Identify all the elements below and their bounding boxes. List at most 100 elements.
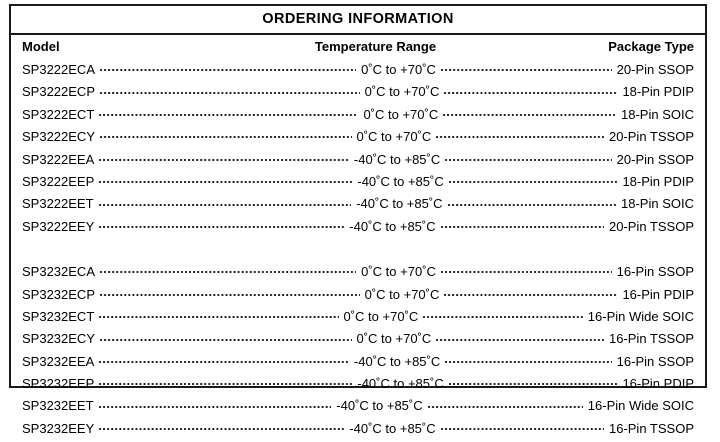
cell-temperature-range: 0˚C to +70˚C	[361, 264, 436, 280]
cell-temperature-range: -40˚C to +85˚C	[353, 151, 441, 167]
cell-temperature-range: -40˚C to +85˚C	[353, 353, 441, 369]
cell-model: SP3222EET	[22, 196, 94, 212]
cell-temperature-range: 0˚C to +70˚C	[364, 286, 440, 302]
cell-temperature-range: 0˚C to +70˚C	[356, 331, 432, 347]
cell-temperature-range: -40˚C to +85˚C	[357, 173, 444, 189]
cell-package-type: 18-Pin PDIP	[622, 84, 694, 100]
cell-package-type: 16-Pin SSOP	[616, 353, 694, 369]
dot-leader	[100, 286, 360, 299]
cell-temperature-range: -40˚C to +85˚C	[356, 196, 443, 212]
cell-package-type: 18-Pin PDIP	[622, 173, 694, 189]
table-row: SP3222ECA 0˚C to +70˚C 20-Pin SSOP	[22, 61, 694, 83]
dot-leader	[100, 61, 357, 74]
dot-leader	[440, 218, 604, 231]
dot-leader	[440, 61, 612, 74]
dot-leader	[448, 375, 618, 388]
table-row: SP3222EET -40˚C to +85˚C 18-Pin SOIC	[22, 195, 694, 217]
column-header-temperature-range: Temperature Range	[314, 39, 437, 54]
table-row: SP3222EEA -40˚C to +85˚C 20-Pin SSOP	[22, 151, 694, 173]
cell-model: SP3222ECY	[22, 129, 95, 145]
ordering-information-table: ORDERING INFORMATION Model Temperature R…	[9, 4, 707, 436]
table-row: SP3222EEY -40˚C to +85˚C 20-Pin TSSOP	[22, 218, 694, 240]
column-header-row: Model Temperature Range Package Type	[22, 39, 694, 61]
dot-leader	[99, 106, 359, 119]
dot-leader	[445, 353, 612, 366]
cell-package-type: 16-Pin Wide SOIC	[587, 398, 694, 414]
cell-temperature-range: -40˚C to +85˚C	[336, 398, 423, 414]
cell-package-type: 20-Pin SSOP	[616, 151, 694, 167]
table-row: SP3232EET -40˚C to +85˚C 16-Pin Wide SOIC	[22, 397, 694, 419]
dot-leader	[99, 353, 349, 366]
table-row: SP3222ECY 0˚C to +70˚C 20-Pin TSSOP	[22, 128, 694, 150]
cell-temperature-range: -40˚C to +85˚C	[349, 218, 436, 234]
table-row: SP3232EEY -40˚C to +85˚C 16-Pin TSSOP	[22, 420, 694, 442]
dot-leader	[98, 397, 332, 410]
dot-leader	[99, 173, 353, 186]
table-row: SP3232ECY 0˚C to +70˚C 16-Pin TSSOP	[22, 330, 694, 352]
cell-package-type: 20-Pin SSOP	[616, 62, 694, 77]
table-row: SP3222EEP -40˚C to +85˚C 18-Pin PDIP	[22, 173, 694, 195]
dot-leader	[100, 330, 352, 343]
dot-leader	[448, 173, 618, 186]
table-rows-container: SP3222ECA 0˚C to +70˚C 20-Pin SSOP SP3222EC…	[22, 61, 694, 442]
cell-model: SP3222EEA	[22, 151, 95, 167]
dot-leader	[99, 375, 353, 388]
table-row: SP3232ECP 0˚C to +70˚C 16-Pin PDIP	[22, 286, 694, 308]
cell-package-type: 18-Pin SOIC	[621, 196, 694, 212]
dot-leader	[444, 83, 618, 96]
cell-package-type: 20-Pin TSSOP	[608, 129, 694, 145]
dot-leader	[423, 308, 583, 321]
table-body: Model Temperature Range Package Type SP3…	[11, 35, 705, 442]
dot-leader	[98, 195, 352, 208]
dot-leader	[99, 420, 345, 433]
cell-package-type: 16-Pin PDIP	[622, 376, 694, 392]
cell-package-type: 16-Pin Wide SOIC	[587, 308, 694, 324]
dot-leader	[444, 286, 618, 299]
cell-package-type: 16-Pin PDIP	[622, 286, 694, 302]
column-header-model: Model	[22, 39, 60, 54]
cell-model: SP3222ECP	[22, 84, 95, 100]
table-title-band: ORDERING INFORMATION	[11, 6, 705, 35]
cell-model: SP3232ECP	[22, 286, 95, 302]
column-header-package-type: Package Type	[608, 39, 694, 54]
table-group-spacer	[22, 240, 694, 263]
cell-temperature-range: 0˚C to +70˚C	[356, 129, 432, 145]
dot-leader	[436, 330, 604, 343]
dot-leader	[100, 128, 352, 141]
table-row: SP3232ECA 0˚C to +70˚C 16-Pin SSOP	[22, 263, 694, 285]
dot-leader	[440, 263, 612, 276]
cell-package-type: 16-Pin SSOP	[616, 264, 694, 280]
cell-package-type: 16-Pin TSSOP	[608, 331, 694, 347]
table-row: SP3232ECT 0˚C to +70˚C 16-Pin Wide SOIC	[22, 308, 694, 330]
dot-leader	[443, 106, 616, 119]
dot-leader	[447, 195, 617, 208]
table-row: SP3232EEP -40˚C to +85˚C 16-Pin PDIP	[22, 375, 694, 397]
page-title: ORDERING INFORMATION	[262, 11, 454, 28]
cell-model: SP3232ECY	[22, 331, 95, 347]
cell-temperature-range: 0˚C to +70˚C	[361, 62, 436, 77]
cell-model: SP3232ECT	[22, 308, 95, 324]
cell-model: SP3222EEY	[22, 218, 95, 234]
cell-model: SP3222ECT	[22, 106, 95, 122]
cell-temperature-range: -40˚C to +85˚C	[349, 420, 436, 436]
dot-leader	[99, 218, 345, 231]
dot-leader	[99, 151, 349, 164]
cell-temperature-range: 0˚C to +70˚C	[343, 308, 419, 324]
cell-model: SP3232EEA	[22, 353, 95, 369]
dot-leader	[99, 308, 339, 321]
cell-temperature-range: 0˚C to +70˚C	[363, 106, 439, 122]
dot-leader	[100, 263, 357, 276]
table-row: SP3232EEA -40˚C to +85˚C 16-Pin SSOP	[22, 353, 694, 375]
ordering-information-page: ORDERING INFORMATION Model Temperature R…	[9, 4, 707, 436]
dot-leader	[100, 83, 360, 96]
cell-model: SP3232ECA	[22, 264, 95, 280]
cell-model: SP3232EEY	[22, 420, 95, 436]
cell-model: SP3232EET	[22, 398, 94, 414]
cell-temperature-range: 0˚C to +70˚C	[364, 84, 440, 100]
dot-leader	[445, 151, 612, 164]
cell-model: SP3232EEP	[22, 376, 95, 392]
cell-model: SP3222ECA	[22, 62, 95, 77]
cell-package-type: 20-Pin TSSOP	[608, 218, 694, 234]
cell-model: SP3222EEP	[22, 173, 95, 189]
cell-package-type: 16-Pin TSSOP	[608, 420, 694, 436]
